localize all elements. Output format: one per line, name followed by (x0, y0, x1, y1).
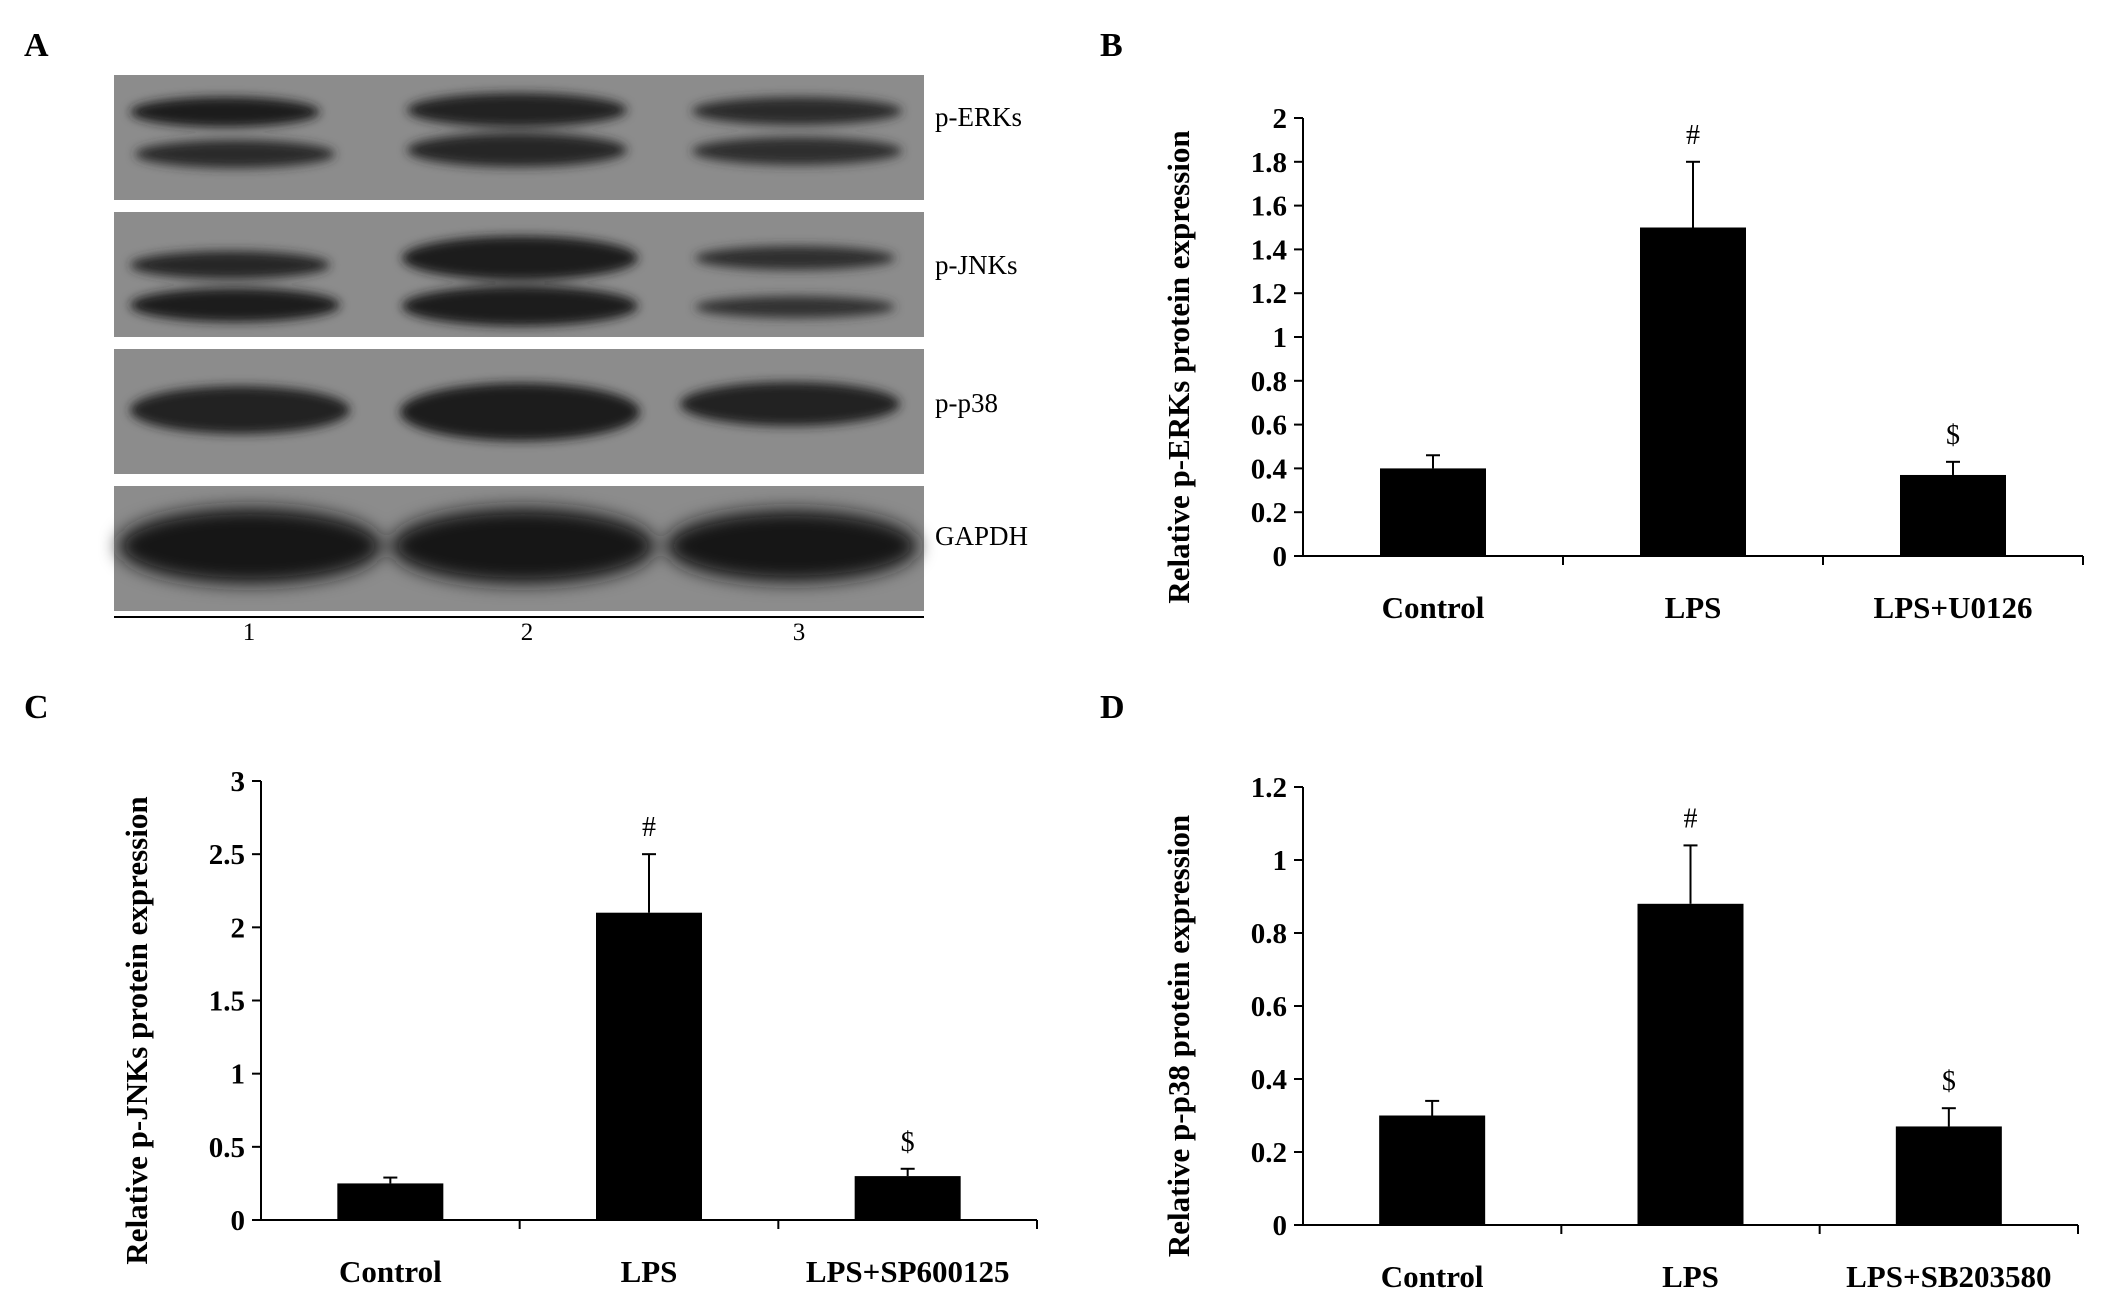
chart-b-y-tick-label: 0.8 (1251, 366, 1287, 398)
chart-b-y-tick-label: 0.4 (1251, 453, 1287, 485)
blot-strip-p-jnks (114, 212, 924, 337)
chart-c-y-axis-label: Relative p-JNKs protein expression (119, 796, 154, 1264)
chart-b-y-tick-label: 1 (1273, 322, 1288, 354)
chart-b-y-tick-label: 0.6 (1251, 410, 1287, 442)
chart-c-significance-mark: # (642, 812, 656, 843)
chart-d-y-tick-label: 1 (1273, 845, 1288, 877)
chart-c-y-tick-label: 1 (231, 1059, 246, 1091)
lane-label-2: 2 (521, 619, 534, 646)
chart-d-category-label: Control (1381, 1259, 1484, 1292)
chart-d-y-tick-label: 0.2 (1251, 1137, 1287, 1169)
chart-c-y-tick-label: 3 (231, 766, 246, 798)
chart-b-bar (1900, 474, 2006, 556)
chart-c-y-tick-label: 0 (231, 1205, 246, 1237)
chart-p-p38: 0 0.2 0.4 0.6 0.8 1 1.2 Control # LPS $ LPS+SB20358… (1161, 772, 2079, 1292)
blot-strip-p-erks (114, 75, 924, 200)
chart-b-bar (1380, 468, 1486, 556)
blot-label-p-erks: p-ERKs (935, 102, 1022, 132)
panel-a-western-blot: A (24, 27, 1028, 646)
chart-c-bar (854, 1176, 961, 1220)
chart-b-y-tick-label: 1.8 (1251, 147, 1287, 179)
chart-b-category-label: LPS (1665, 590, 1722, 625)
chart-b-significance-mark: $ (1946, 420, 1960, 451)
chart-p-erks: 0 0.2 0.4 0.6 0.8 1 1.2 1.4 1.6 1.8 2 Control # LPS $ L… (1161, 103, 2084, 625)
chart-c-category-label: Control (339, 1254, 442, 1289)
chart-b-y-tick-label: 0.2 (1251, 497, 1287, 529)
chart-b-category-label: LPS+U0126 (1874, 590, 2033, 625)
chart-b-y-tick-label: 1.4 (1251, 234, 1287, 266)
chart-b-y-tick-label: 1.2 (1251, 278, 1287, 310)
chart-c-bar (596, 912, 702, 1220)
chart-d-bar (1379, 1115, 1486, 1225)
chart-d-significance-mark: $ (1942, 1066, 1956, 1097)
blot-label-p-jnks: p-JNKs (935, 250, 1018, 280)
chart-c-y-tick-label: 0.5 (209, 1132, 245, 1164)
blot-strip-p-p38 (114, 349, 924, 474)
blot-strip-gapdh (114, 486, 924, 611)
chart-d-y-tick-label: 0.4 (1251, 1064, 1287, 1096)
chart-d-y-tick-label: 1.2 (1251, 772, 1287, 804)
chart-b-bar (1640, 227, 1746, 556)
chart-b-category-label: Control (1382, 590, 1485, 625)
chart-d-y-tick-label: 0.8 (1251, 918, 1287, 950)
blot-label-gapdh: GAPDH (935, 521, 1028, 551)
chart-d-y-tick-label: 0.6 (1251, 991, 1287, 1023)
chart-d-y-tick-label: 0 (1273, 1210, 1288, 1242)
panel-c-letter: C (24, 689, 49, 726)
lane-label-1: 1 (243, 619, 256, 646)
chart-d-y-axis-label: Relative p-p38 protein expression (1161, 815, 1196, 1257)
panel-b-letter: B (1100, 27, 1123, 64)
lane-label-3: 3 (793, 619, 806, 646)
chart-c-y-tick-label: 2.5 (209, 839, 245, 871)
chart-c-bar (337, 1183, 444, 1220)
chart-d-bar (1895, 1126, 2002, 1225)
blot-label-p-p38: p-p38 (935, 388, 998, 418)
chart-d-category-label: LPS (1662, 1259, 1719, 1292)
chart-c-significance-mark: $ (901, 1127, 915, 1158)
chart-b-y-tick-label: 2 (1273, 103, 1288, 135)
chart-c-category-label: LPS (621, 1254, 678, 1289)
chart-b-significance-mark: # (1686, 120, 1700, 151)
chart-c-y-tick-label: 1.5 (209, 986, 245, 1018)
panel-a-letter: A (24, 27, 49, 64)
chart-p-jnks: 0 0.5 1 1.5 2 2.5 3 Control # LPS $ LPS+SP600125 Rel… (119, 766, 1038, 1289)
chart-b-y-tick-label: 1.6 (1251, 191, 1287, 223)
chart-b-y-axis-label: Relative p-ERKs protein expression (1161, 130, 1196, 603)
chart-d-bar (1637, 903, 1744, 1225)
chart-c-category-label: LPS+SP600125 (806, 1254, 1010, 1289)
chart-d-significance-mark: # (1684, 803, 1698, 834)
chart-d-category-label: LPS+SB203580 (1846, 1259, 2051, 1292)
panel-d-letter: D (1100, 689, 1125, 726)
chart-c-y-tick-label: 2 (231, 912, 246, 944)
chart-b-y-tick-label: 0 (1273, 541, 1288, 573)
